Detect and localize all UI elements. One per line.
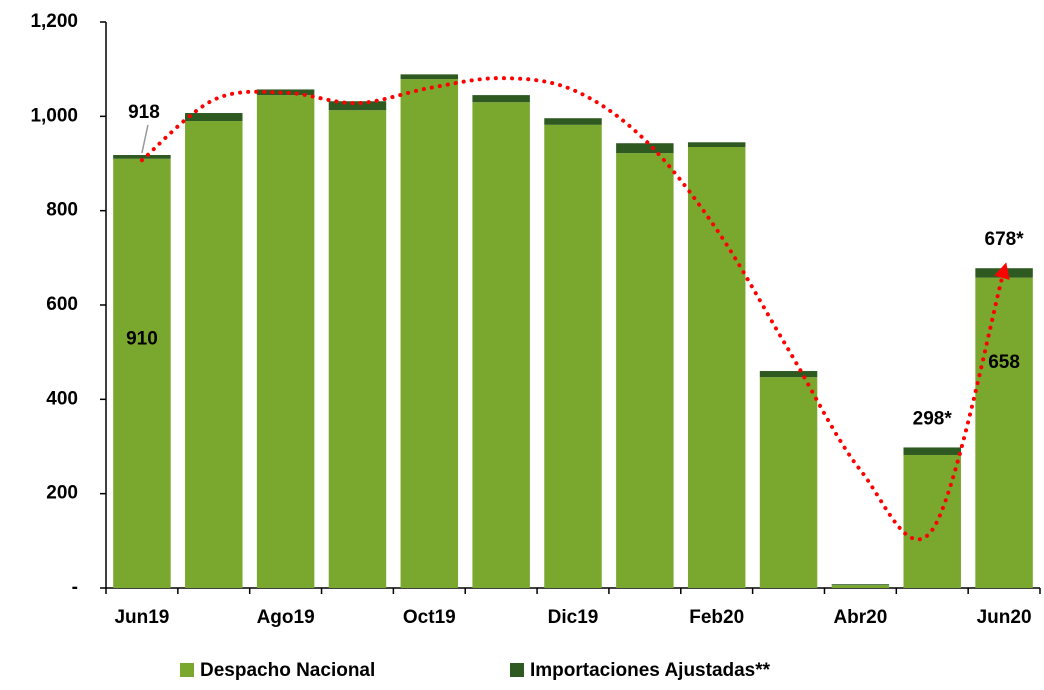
y-tick-label: 1,200 (30, 11, 78, 32)
bar-segment (328, 110, 387, 589)
y-tick-label: 1,000 (30, 105, 78, 126)
bar-segment (687, 146, 746, 588)
bar-segment (903, 447, 961, 455)
x-tick-label: Ago19 (257, 607, 315, 628)
bar-segment (472, 102, 530, 588)
bar-segment (113, 158, 171, 589)
bar-segment (616, 153, 674, 588)
legend-swatch (510, 663, 524, 677)
bar-segment (400, 79, 459, 589)
bar-segment (831, 584, 890, 586)
x-tick-label: Abr20 (833, 607, 887, 628)
bar-segment (400, 74, 459, 80)
bar-segment (831, 585, 890, 588)
bar-segment (256, 89, 315, 96)
bar-segment (759, 377, 818, 588)
x-tick-label: Jun20 (977, 607, 1032, 628)
y-tick-label: 200 (46, 483, 78, 504)
x-tick-label: Dic19 (548, 607, 599, 628)
x-tick-label: Oct19 (403, 607, 456, 628)
y-tick-label: 800 (46, 200, 78, 221)
y-tick-label: - (72, 577, 78, 598)
bar-segment (185, 113, 243, 122)
legend-label: Despacho Nacional (200, 660, 375, 681)
data-label: 910 (126, 328, 158, 349)
total-label: 678* (985, 229, 1025, 250)
bar-segment (185, 121, 243, 589)
total-label: 918 (128, 102, 160, 123)
bar-segment (759, 371, 818, 378)
legend-swatch (180, 663, 194, 677)
bar-segment (544, 124, 602, 588)
bar-segment (113, 155, 171, 159)
bar-segment (544, 118, 602, 125)
y-tick-label: 400 (46, 388, 78, 409)
bar-segment (975, 277, 1033, 588)
bar-segment (687, 142, 746, 147)
bar-segment (903, 454, 961, 588)
x-tick-label: Feb20 (689, 607, 744, 628)
bar-segment (472, 95, 530, 103)
trend-line (139, 76, 1010, 542)
legend-label: Importaciones Ajustadas** (530, 660, 771, 681)
data-label: 658 (988, 352, 1020, 373)
bar-segment (616, 143, 674, 154)
total-label: 298* (913, 408, 953, 429)
bar-segment (328, 101, 387, 111)
x-tick-label: Jun19 (114, 607, 169, 628)
leader-line (141, 124, 149, 154)
bar-segment (256, 95, 315, 588)
y-tick-label: 600 (46, 294, 78, 315)
